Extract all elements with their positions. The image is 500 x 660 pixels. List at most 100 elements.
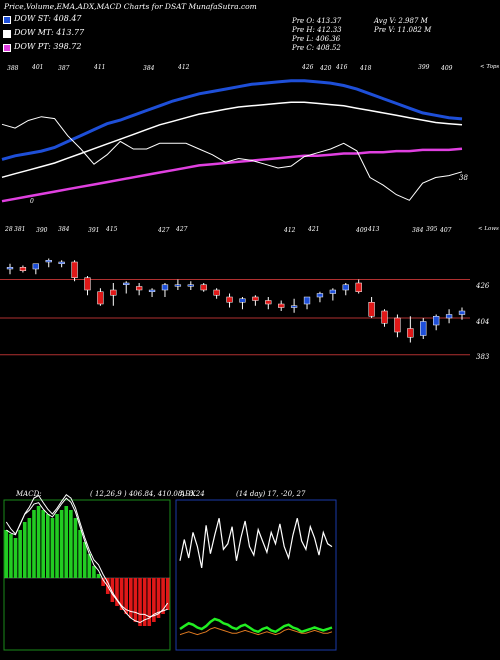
legend-label-pt: DOW PT: 398.72: [14, 42, 82, 51]
legend-item-pt: DOW PT: 398.72: [3, 43, 123, 55]
lows-label: 390: [36, 227, 48, 234]
macd-bar: [78, 530, 82, 578]
tops-label: 388: [7, 65, 19, 72]
tops-label: 401: [32, 64, 44, 71]
price-close-line: [1, 116, 463, 201]
macd-bar: [96, 574, 101, 578]
candle-body: [97, 291, 104, 305]
macd-bar: [156, 578, 161, 618]
macd-bar: [59, 510, 64, 578]
tops-label: 411: [94, 64, 106, 71]
candle-body: [200, 284, 207, 291]
ema-st-line: [1, 79, 463, 161]
candle-body: [161, 284, 169, 291]
lows-label: 391: [88, 227, 100, 234]
stat-pre-volume: Pre V: 11.082 M: [374, 26, 432, 34]
legend-label-st: DOW ST: 408.47: [14, 14, 82, 23]
legend-swatch-pt: [3, 44, 11, 52]
lows-label: 413: [368, 226, 380, 233]
lows-label: 409: [356, 227, 368, 234]
macd-bar: [36, 506, 41, 578]
candle-body: [19, 267, 27, 271]
candle-body: [187, 284, 194, 287]
macd-bar: [124, 578, 128, 614]
adx-title: ADX: [180, 490, 196, 498]
candle-body: [84, 277, 91, 291]
adx-line: [179, 617, 333, 634]
lows-label: 407: [440, 227, 452, 234]
candle-body: [278, 303, 285, 308]
level-label: 426: [476, 282, 490, 290]
tops-label: 412: [178, 64, 190, 71]
macd-bar: [41, 510, 45, 578]
candle-body: [381, 310, 388, 324]
macd-frame: [3, 499, 171, 651]
candle-body: [458, 310, 466, 315]
stat-pre-high: Pre H: 412.33: [292, 26, 342, 34]
candle-body: [45, 260, 52, 263]
macd-bar: [13, 538, 18, 578]
stat-avg-volume: Avg V: 2.987 M: [374, 17, 428, 25]
adx-params: (14 day) 17, -20, 27: [236, 490, 306, 498]
macd-bar: [92, 566, 96, 578]
lows-corner-label: < Lows: [478, 226, 499, 232]
macd-bar: [110, 578, 115, 602]
candle-body: [174, 284, 182, 287]
candle-body: [32, 263, 39, 270]
candle-body: [368, 302, 375, 317]
macd-bar: [133, 578, 138, 622]
candle-body: [433, 316, 440, 326]
tops-label: 409: [441, 65, 453, 72]
tops-label: 384: [143, 65, 155, 72]
ema-panel: [1, 79, 463, 203]
chart-title: Price,Volume,EMA,ADX,MACD Charts for DSA…: [4, 2, 257, 11]
macd-bar: [22, 522, 27, 578]
adx-panel: [175, 499, 337, 651]
lows-label: 427: [176, 226, 188, 233]
level-label: 404: [476, 318, 490, 326]
tops-label: 420: [320, 65, 332, 72]
macd-signal-line: [6, 497, 168, 624]
tops-label: 416: [336, 64, 348, 71]
macd-bar: [152, 578, 156, 622]
legend-label-mt: DOW MT: 413.77: [14, 28, 85, 37]
macd-title: MACD:: [16, 490, 42, 498]
tops-label: 418: [360, 65, 372, 72]
lows-label: 421: [308, 226, 320, 233]
level-label: 383: [476, 353, 490, 361]
tops-corner-label: < Tops: [480, 64, 500, 70]
macd-bar: [142, 578, 147, 626]
ema-pt-line: [1, 147, 463, 203]
macd-panel: [3, 493, 171, 651]
lows-label: 395: [426, 226, 438, 233]
macd-bar: [27, 518, 32, 578]
candle-body: [394, 317, 401, 333]
legend-swatch-mt: [3, 30, 11, 38]
macd-bar: [129, 578, 133, 618]
macd-bar: [50, 518, 55, 578]
lows-label: 384: [412, 227, 424, 234]
stat-pre-close: Pre C: 408.52: [292, 44, 341, 52]
candle-body: [407, 328, 414, 338]
legend-item-st: DOW ST: 408.47: [3, 15, 123, 27]
candle-body: [420, 321, 427, 336]
legend: DOW ST: 408.47 DOW MT: 413.77 DOW PT: 39…: [3, 15, 123, 55]
macd-bar: [55, 514, 59, 578]
lows-label: 28: [5, 226, 13, 233]
macd-bar: [101, 578, 105, 586]
adx-frame: [175, 499, 337, 651]
tops-label: 426: [302, 64, 314, 71]
candle-body: [303, 296, 311, 305]
macd-params: ( 12,26,9 ) 406.84, 410.08, -3.24: [90, 490, 205, 498]
macd-bar: [9, 534, 13, 578]
macd-bar: [165, 578, 170, 610]
candle-body: [239, 298, 246, 303]
macd-bar: [119, 578, 124, 610]
candle-body: [6, 267, 14, 270]
candle-body: [135, 286, 143, 291]
macd-bar: [138, 578, 142, 626]
candle-body: [252, 296, 259, 301]
macd-bar: [161, 578, 165, 614]
candle-body: [355, 282, 362, 292]
